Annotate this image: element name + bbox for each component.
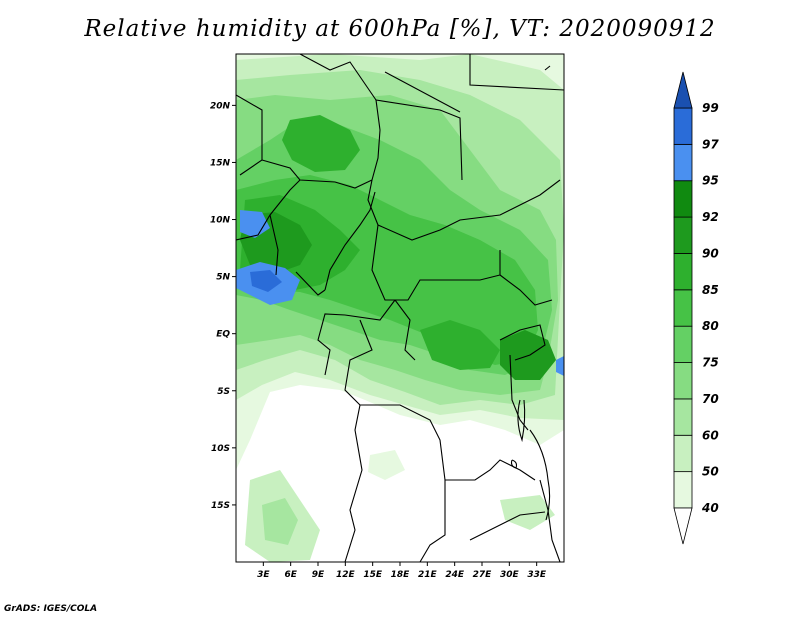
rh-contour-90b [500, 330, 556, 380]
lon-tick-label: 18E [391, 570, 411, 580]
lon-tick-label: 12E [336, 570, 356, 580]
colorbar-low-triangle [673, 507, 693, 545]
longitude-ticks: 3E 6E 9E 12E 15E 18E 21E 24E 27E 30E 33E [257, 562, 547, 580]
rh-patch-south-4 [500, 495, 555, 530]
colorbar-box [673, 180, 693, 218]
rh-contour-85c [420, 320, 500, 370]
colorbar-label: 92 [702, 210, 719, 224]
colorbar-label: 80 [702, 319, 719, 333]
colorbar-box [673, 398, 693, 436]
colorbar-label: 50 [702, 465, 719, 479]
humidity-field [236, 54, 564, 562]
colorbar-box [673, 107, 693, 145]
rh-contour-85b [282, 115, 360, 172]
colorbar-box [673, 289, 693, 327]
country-borders [236, 54, 564, 562]
lat-tick-label: 10S [211, 444, 230, 454]
chart-title: Relative humidity at 600hPa [%], VT: 202… [84, 16, 716, 42]
colorbar-label: 60 [702, 428, 719, 442]
rh-contour-97 [250, 270, 282, 292]
colorbar-label: 90 [702, 246, 719, 260]
lon-tick-label: 15E [363, 570, 383, 580]
lat-tick-label: 15S [211, 501, 230, 511]
rh-contour-95c [556, 356, 564, 376]
colorbar-label: 40 [701, 501, 719, 515]
colorbar-box [673, 434, 693, 473]
colorbar-label: 97 [702, 137, 719, 151]
colorbar-box [673, 471, 693, 509]
credit-label: GrADS: IGES/COLA [4, 604, 98, 614]
colorbar-box [673, 143, 693, 182]
lat-tick-label: 5S [217, 387, 230, 397]
latitude-ticks: 20N 15N 10N 5N EQ 5S 10S 15S [210, 101, 236, 511]
rh-contour-95 [240, 210, 270, 238]
colorbar-box [673, 325, 693, 363]
lat-tick-label: 20N [210, 101, 231, 111]
colorbar-box [673, 253, 693, 291]
lon-tick-label: 21E [418, 570, 438, 580]
lat-tick-label: 5N [216, 273, 230, 283]
lon-tick-label: 24E [445, 570, 465, 580]
lon-tick-label: 3E [257, 570, 270, 580]
colorbar-label: 95 [702, 174, 719, 188]
lon-tick-label: 27E [473, 570, 493, 580]
colorbar: 40 50 60 70 75 80 85 90 92 95 97 99 [673, 71, 719, 545]
lat-tick-label: EQ [216, 330, 230, 340]
colorbar-high-triangle [673, 71, 693, 109]
rh-patch-south-2 [262, 498, 298, 545]
colorbar-label: 75 [702, 356, 719, 370]
lon-tick-label: 6E [284, 570, 297, 580]
lon-tick-label: 30E [500, 570, 520, 580]
colorbar-label: 85 [702, 283, 719, 297]
colorbar-label: 99 [702, 101, 719, 115]
lon-tick-label: 9E [312, 570, 325, 580]
rh-patch-south-3 [368, 450, 405, 480]
colorbar-label: 70 [702, 392, 719, 406]
lat-tick-label: 10N [210, 216, 231, 226]
lat-tick-label: 15N [210, 158, 231, 168]
colorbar-box [673, 216, 693, 254]
lon-tick-label: 33E [527, 570, 547, 580]
colorbar-box [673, 362, 693, 400]
